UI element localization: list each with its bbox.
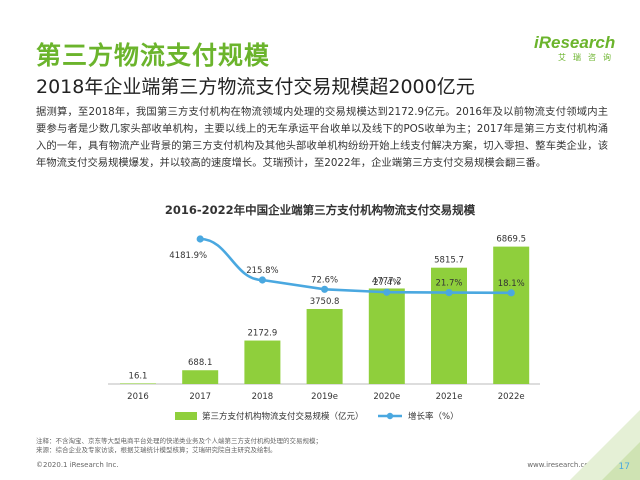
growth-point-2022e [507, 289, 515, 297]
website-link[interactable]: www.iresearch.com.cn [527, 461, 606, 469]
chart: 2016-2022年中国企业端第三方支付机构物流支付交易规模 16.1 2016 68… [108, 203, 540, 422]
footnote-source: 来源：综合企业及专家访谈，根据艾瑞统计模型核算；艾瑞研究院自主研究及绘制。 [36, 446, 277, 454]
growth-point-2018 [258, 276, 266, 284]
bar-label-2019e: 3750.8 [310, 297, 340, 307]
growth-label-2017: 4181.9% [169, 251, 207, 261]
growth-point-2021e [445, 288, 453, 297]
bar-2017 [182, 370, 219, 384]
legend-bar-label: 第三方支付机构物流支付交易规模（亿元） [202, 411, 364, 422]
x-tick-2016: 2016 [127, 392, 149, 402]
growth-label-2020e: 27.4% [373, 278, 400, 288]
iresearch-logo: iResearch 艾瑞咨询 [534, 33, 616, 63]
legend-bar-swatch [175, 412, 197, 420]
chart-title: 2016-2022年中国企业端第三方支付机构物流支付交易规模 [165, 203, 476, 217]
growth-label-2019e: 72.6% [311, 275, 338, 285]
bar-label-2018: 2172.9 [248, 329, 278, 339]
bar-2016 [120, 383, 156, 384]
page-number: 17 [618, 462, 630, 472]
footnote-note: 注释：不含淘宝、京东等大型电商平台处理的快递类业务及个人端第三方支付机构处理的交… [36, 437, 322, 445]
x-tick-2020e: 2020e [373, 392, 400, 402]
bar-label-2020e: 4777.2 [372, 276, 402, 286]
bar-label-2017: 688.1 [188, 358, 212, 368]
x-tick-2021e: 2021e [436, 392, 463, 402]
x-tick-2022e: 2022e [498, 392, 525, 402]
copyright: ©2020.1 iResearch Inc. [36, 461, 119, 469]
legend-line-label: 增长率（%） [408, 411, 459, 422]
logo-sub-text: 艾瑞咨询 [558, 53, 618, 62]
x-tick-2018: 2018 [252, 392, 274, 402]
bar-2021e [431, 267, 467, 384]
bar-label-2021e: 5815.7 [434, 256, 464, 266]
growth-label-2018: 215.8% [246, 266, 278, 276]
x-tick-2019e: 2019e [311, 392, 338, 402]
page-title: 第三方物流支付规模 [36, 41, 271, 70]
x-tick-2017: 2017 [189, 392, 211, 402]
bar-label-2016: 16.1 [129, 371, 148, 381]
bar-2018 [244, 340, 281, 384]
bar-2020e [368, 288, 405, 384]
growth-label-2022e: 18.1% [498, 279, 525, 289]
bar-2022e [493, 246, 530, 384]
growth-point-2017 [196, 235, 204, 243]
growth-label-2021e: 21.7% [435, 279, 462, 289]
bar-label-2022e: 6869.5 [496, 235, 526, 245]
growth-point-2020e [383, 288, 391, 296]
logo-main-text: iResearch [534, 33, 616, 52]
growth-line [200, 237, 512, 295]
footnote: 注释：不含淘宝、京东等大型电商平台处理的快递类业务及个人端第三方支付机构处理的交… [36, 437, 322, 455]
page-subtitle: 2018年企业端第三方物流支付交易规模超2000亿元 [36, 76, 475, 98]
growth-point-2019e [321, 285, 329, 293]
bar-2019e [306, 308, 343, 384]
body-paragraph: 据测算，至2018年，我国第三方支付机构在物流领域内处理的交易规模达到2172.… [36, 106, 608, 169]
corner-decoration-inner [602, 442, 640, 480]
legend-line-marker [386, 412, 394, 420]
